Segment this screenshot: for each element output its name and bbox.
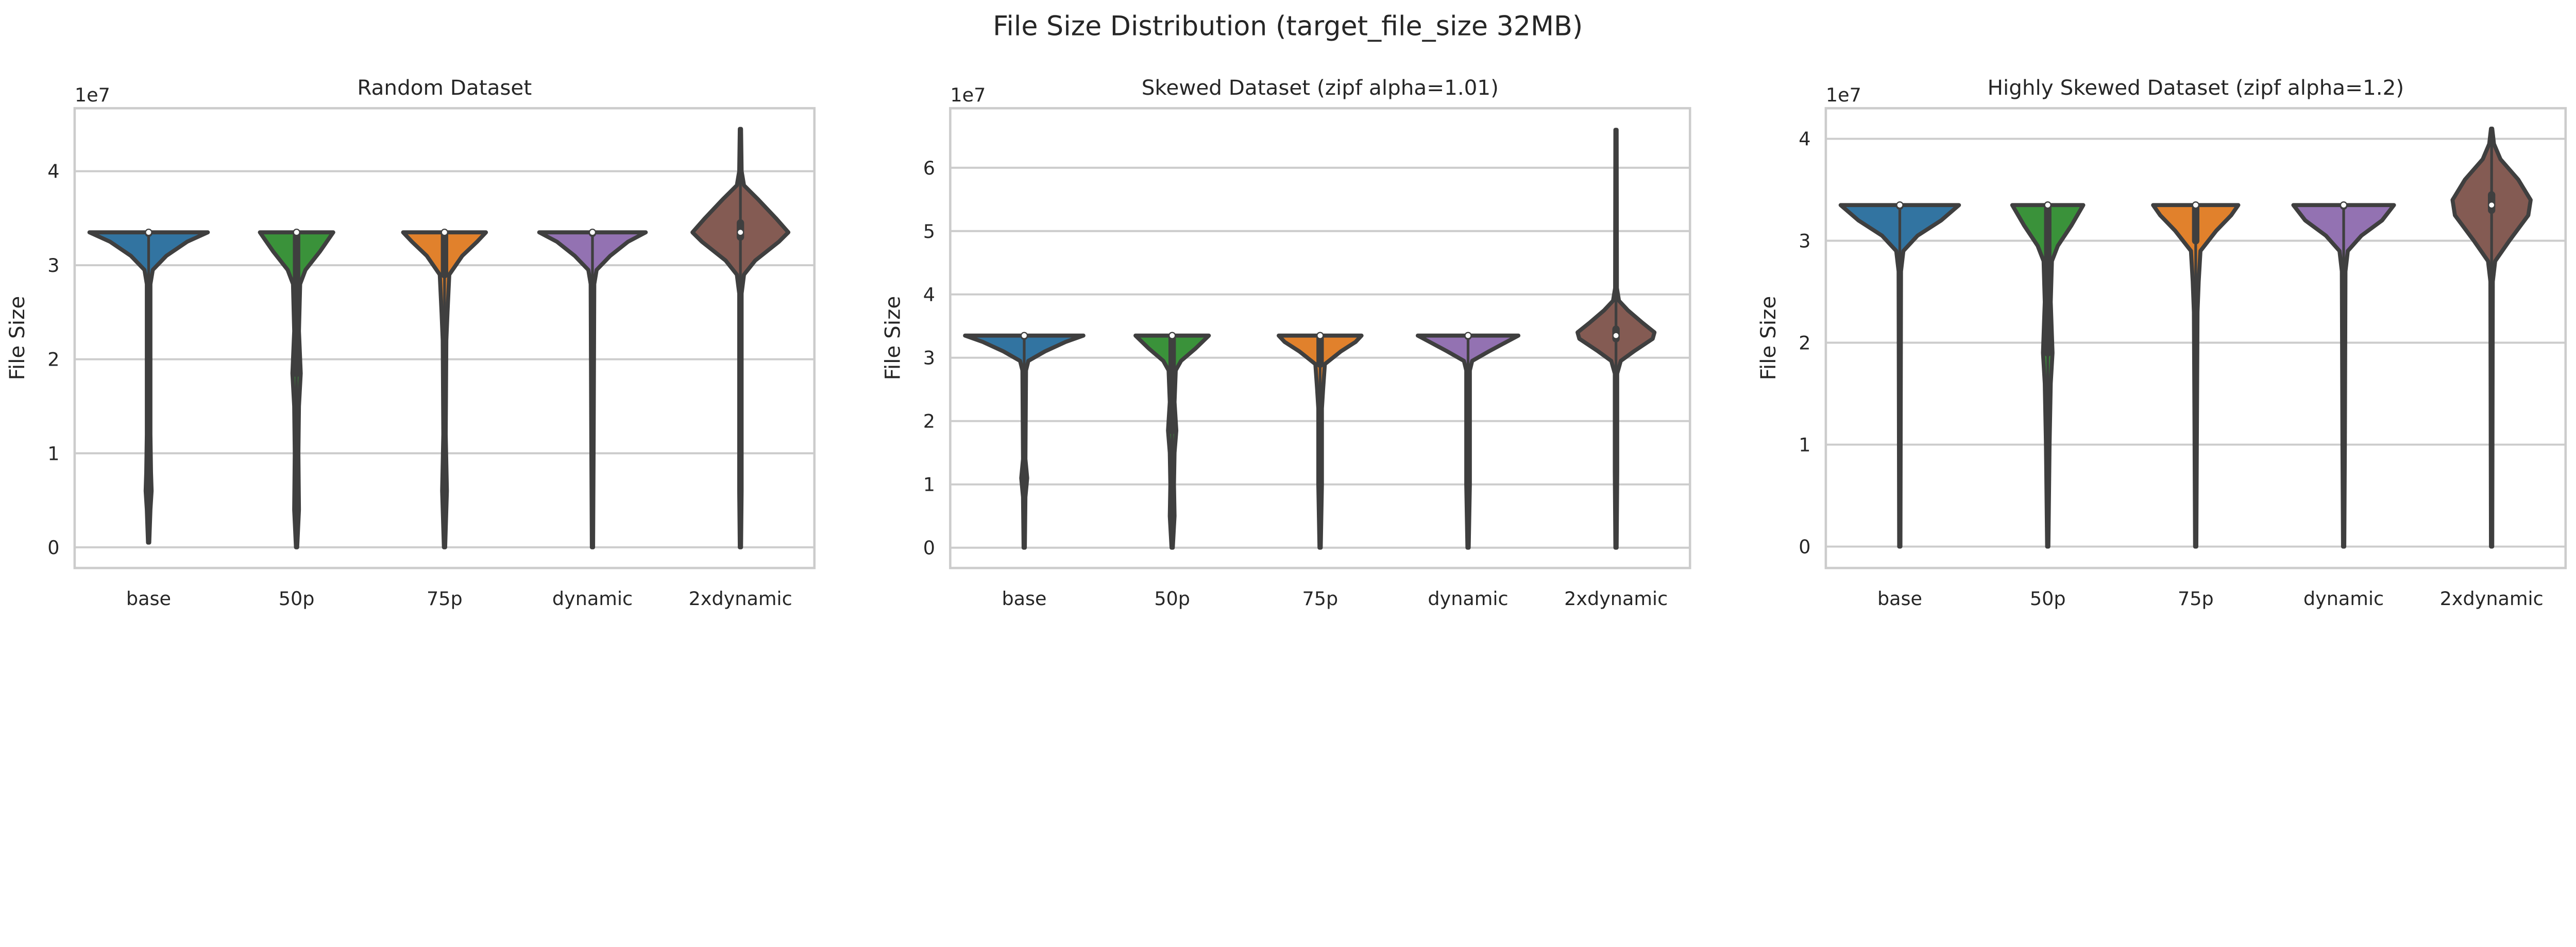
median-marker-75p [2192,201,2199,209]
subplot-title: Skewed Dataset (zipf alpha=1.01) [1142,75,1499,100]
x-tick-label: dynamic [2303,588,2384,610]
y-tick-label: 0 [923,537,935,559]
y-tick-label: 4 [923,284,935,306]
y-tick-label: 3 [1799,230,1810,252]
y-tick-label: 4 [47,161,59,183]
y-offset-label: 1e7 [1826,84,1861,106]
x-tick-label: dynamic [552,588,633,610]
y-tick-label: 2 [47,349,59,371]
y-tick-label: 3 [47,254,59,277]
subplot-2: 0 1 2 3 4 5 6 1e7 Skewed Dataset (zipf alpha=1.0… [880,75,1691,610]
x-tick-label: 75p [2178,588,2214,610]
y-tick-label: 4 [1799,128,1810,150]
x-tick-label: 75p [427,588,463,610]
median-marker-75p [440,229,448,236]
subplot-title: Random Dataset [357,75,532,100]
y-tick-label: 6 [923,157,935,179]
median-marker-50p [2044,201,2052,209]
subplot-3: 0 1 2 3 4 1e7 Highly Skewed Dataset (zipf alph… [1756,75,2567,610]
x-tick-label: base [126,588,171,610]
y-axis-label: File Size [1756,296,1781,381]
y-tick-label: 5 [923,220,935,243]
axes-frame [1824,107,2567,570]
median-marker-dynamic [589,229,596,236]
x-tick-label: 75p [1302,588,1338,610]
median-marker-50p [1168,332,1176,339]
y-axis-label: File Size [5,296,29,381]
y-tick-label: 0 [1799,536,1810,558]
x-tick-label: 50p [1154,588,1190,610]
axes-frame [73,107,816,570]
y-tick-label: 2 [1799,332,1810,354]
median-marker-2xdynamic [2488,201,2496,209]
y-tick-label: 1 [1799,434,1810,456]
x-tick-label: base [1002,588,1046,610]
y-tick-label: 1 [923,474,935,496]
y-offset-label: 1e7 [950,84,986,106]
x-tick-label: base [1877,588,1922,610]
x-tick-label: 2xdynamic [1564,588,1668,610]
y-tick-label: 2 [923,410,935,433]
y-tick-label: 0 [47,537,59,559]
x-tick-label: 2xdynamic [689,588,792,610]
x-tick-label: dynamic [1428,588,1508,610]
x-tick-label: 2xdynamic [2440,588,2544,610]
median-marker-dynamic [2340,201,2347,209]
median-marker-base [1896,201,1904,209]
median-marker-50p [293,229,300,236]
y-axis-label: File Size [880,296,905,381]
median-marker-base [1021,332,1028,339]
median-marker-2xdynamic [737,229,744,236]
subplot-1: 0 1 2 3 4 1e7 Random Dataset File Size base 50p 75… [5,75,816,610]
median-marker-dynamic [1464,332,1472,339]
subplots: 0 1 2 3 4 1e7 Random Dataset File Size base 50p 75… [5,75,2567,610]
y-offset-label: 1e7 [75,84,110,106]
figure-suptitle: File Size Distribution (target_file_size… [993,11,1583,42]
median-marker-2xdynamic [1612,332,1620,339]
violin-chart-figure: File Size Distribution (target_file_size… [5,11,2567,610]
y-tick-label: 3 [923,347,935,369]
median-marker-75p [1316,332,1324,339]
x-tick-label: 50p [2030,588,2066,610]
median-marker-base [145,229,152,236]
axes-frame [949,107,1691,570]
x-tick-label: 50p [279,588,315,610]
subplot-title: Highly Skewed Dataset (zipf alpha=1.2) [1988,75,2404,100]
y-tick-label: 1 [47,442,59,464]
